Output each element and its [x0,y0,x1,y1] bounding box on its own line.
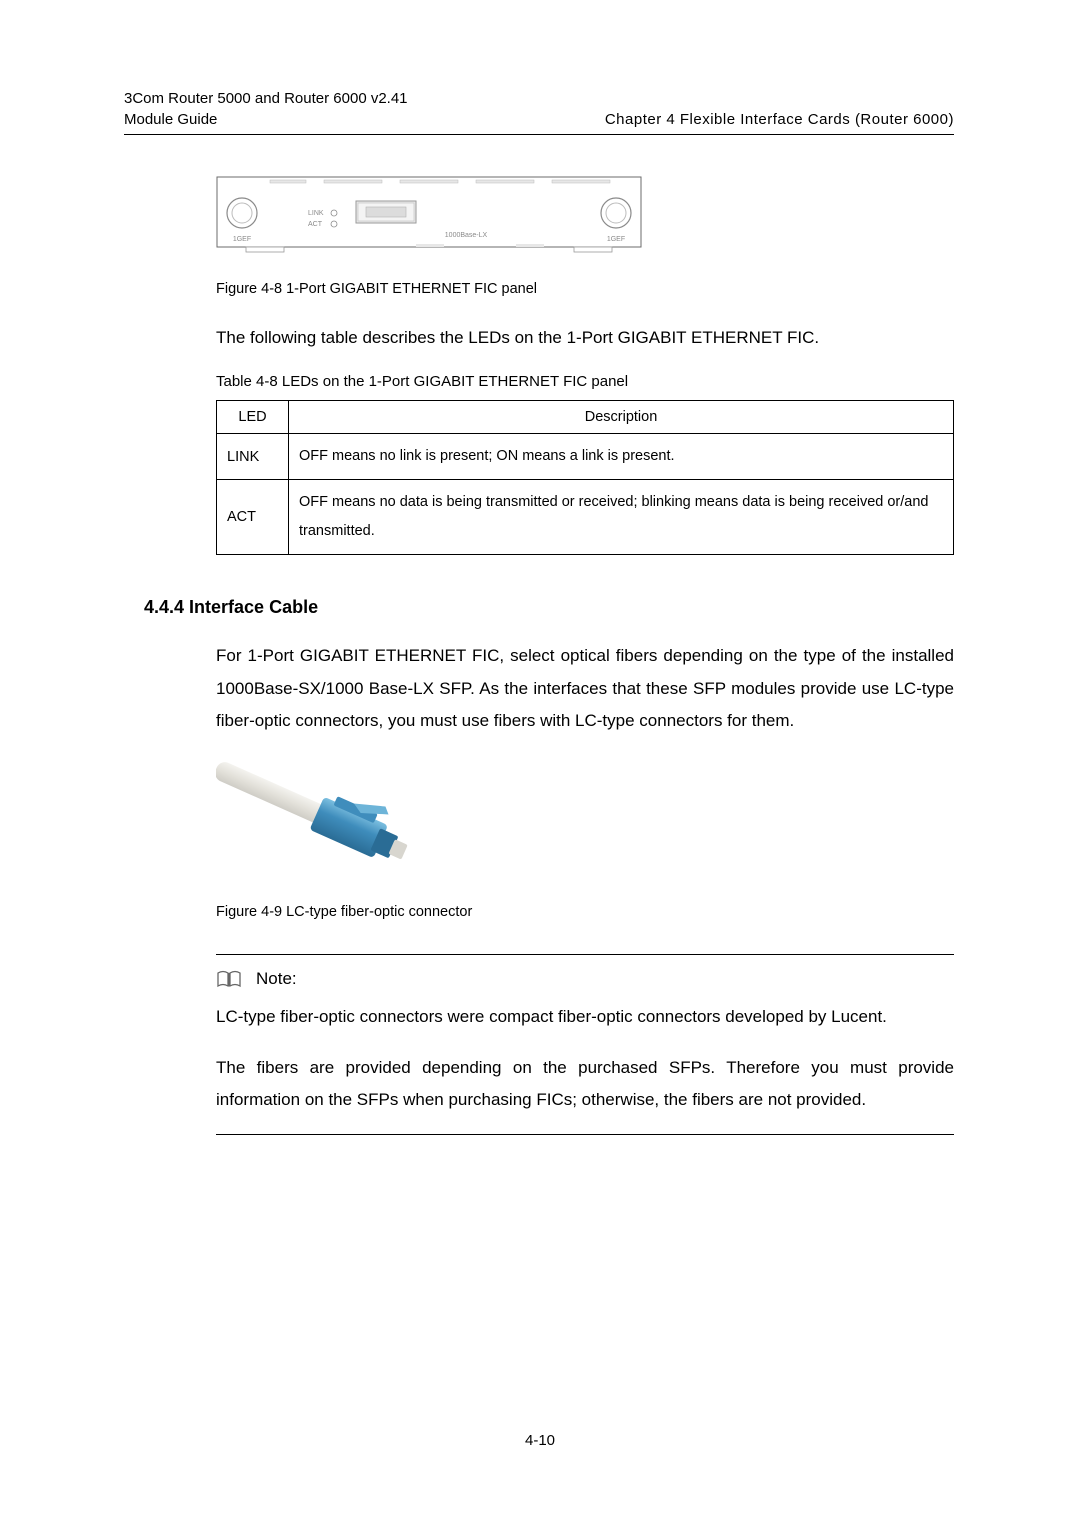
lc-connector-svg [216,755,420,879]
open-book-icon [216,969,242,989]
document-page: 3Com Router 5000 and Router 6000 v2.41 M… [0,0,1080,1195]
fic-panel-diagram: 1GEF 1GEF LINK ACT 1000Base-LX [216,171,954,253]
cable-paragraph: For 1-Port GIGABIT ETHERNET FIC, select … [216,640,954,737]
note-paragraph-2: The fibers are provided depending on the… [216,1052,954,1117]
table-header-row: LED Description [217,401,954,434]
th-led: LED [217,401,289,434]
section-4-4-4-heading: 4.4.4 Interface Cable [144,597,954,618]
link-led-label: LINK [308,210,324,217]
header-left: 3Com Router 5000 and Router 6000 v2.41 M… [124,88,408,130]
page-header: 3Com Router 5000 and Router 6000 v2.41 M… [124,88,954,135]
page-number: 4-10 [0,1432,1080,1449]
note-label: Note: [256,969,297,989]
section-content: For 1-Port GIGABIT ETHERNET FIC, select … [124,640,954,1135]
note-header: Note: [216,969,954,989]
cell-led-act: ACT [217,480,289,555]
table-row: ACT OFF means no data is being transmitt… [217,480,954,555]
intro-text: The following table describes the LEDs o… [216,325,954,351]
screw-label-right: 1GEF [607,236,625,243]
lc-connector-image [216,755,954,884]
content-block: 1GEF 1GEF LINK ACT 1000Base-LX [124,171,954,555]
cell-desc-act: OFF means no data is being transmitted o… [289,480,954,555]
cell-led-link: LINK [217,434,289,480]
header-left-line2: Module Guide [124,109,408,130]
cell-desc-link: OFF means no link is present; ON means a… [289,434,954,480]
note-divider-bottom [216,1134,954,1135]
header-left-line1: 3Com Router 5000 and Router 6000 v2.41 [124,88,408,109]
fic-panel-svg: 1GEF 1GEF LINK ACT 1000Base-LX [216,171,642,253]
table-row: LINK OFF means no link is present; ON me… [217,434,954,480]
screw-label-left: 1GEF [233,236,251,243]
led-table: LED Description LINK OFF means no link i… [216,400,954,555]
figure-4-9-caption: Figure 4-9 LC-type fiber-optic connector [216,904,954,920]
note-divider-top [216,954,954,955]
figure-4-8-caption: Figure 4-8 1-Port GIGABIT ETHERNET FIC p… [216,281,954,297]
act-led-label: ACT [308,221,323,228]
note-paragraph-1: LC-type fiber-optic connectors were comp… [216,1001,954,1033]
th-description: Description [289,401,954,434]
header-right: Chapter 4 Flexible Interface Cards (Rout… [605,109,954,130]
table-4-8-caption: Table 4-8 LEDs on the 1-Port GIGABIT ETH… [216,373,954,390]
sfp-label: 1000Base-LX [445,232,488,239]
